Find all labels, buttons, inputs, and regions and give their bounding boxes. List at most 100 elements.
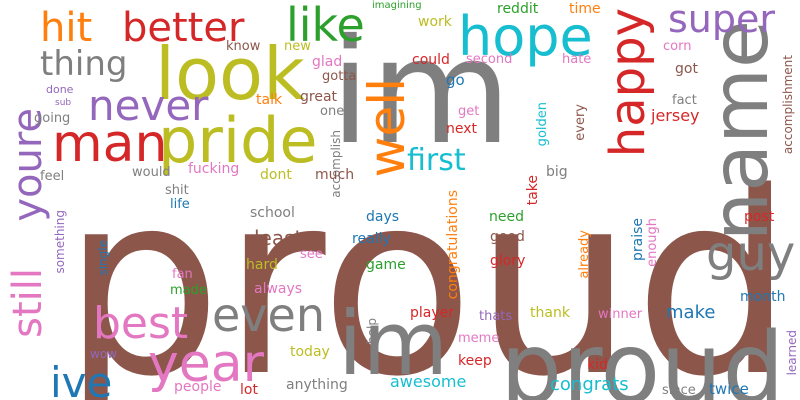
word-20: never bbox=[88, 81, 209, 130]
word-100: since bbox=[662, 383, 696, 398]
word-99: kid bbox=[587, 357, 608, 373]
word-41: second bbox=[466, 52, 513, 67]
word-24: first bbox=[407, 143, 466, 178]
word-62: feel bbox=[40, 169, 65, 184]
word-80: fan bbox=[172, 267, 193, 282]
word-86: help bbox=[365, 318, 379, 344]
word-92: meme bbox=[458, 331, 500, 346]
word-72: need bbox=[489, 209, 524, 225]
word-32: jersey bbox=[651, 106, 700, 125]
word-2: im bbox=[330, 8, 512, 177]
word-101: twice bbox=[709, 380, 749, 398]
word-65: dont bbox=[260, 167, 292, 183]
word-29: make bbox=[666, 302, 716, 323]
word-56: one bbox=[320, 104, 345, 119]
word-40: could bbox=[412, 52, 450, 68]
word-34: reddit bbox=[497, 1, 539, 17]
word-69: school bbox=[250, 205, 295, 221]
word-63: would bbox=[132, 165, 171, 180]
word-93: keep bbox=[458, 353, 492, 369]
word-43: golden bbox=[535, 102, 550, 147]
word-36: time bbox=[569, 1, 601, 17]
word-58: done bbox=[46, 83, 74, 96]
word-28: least bbox=[254, 226, 303, 250]
word-66: much bbox=[315, 167, 355, 183]
word-27: accomplishment bbox=[781, 55, 795, 155]
word-50: glad bbox=[312, 54, 343, 70]
word-17: like bbox=[286, 0, 365, 52]
word-38: got bbox=[675, 61, 698, 77]
word-9: still bbox=[5, 268, 51, 338]
word-30: congrats bbox=[550, 374, 629, 395]
word-90: month bbox=[740, 289, 786, 305]
word-84: made bbox=[170, 283, 207, 298]
word-1: proud bbox=[62, 139, 794, 400]
word-37: corn bbox=[663, 39, 692, 54]
word-85: always bbox=[254, 281, 303, 297]
word-61: accomplish bbox=[329, 130, 343, 198]
word-57: talk bbox=[256, 92, 283, 108]
word-25: thing bbox=[40, 44, 128, 84]
word-26: congratulations bbox=[445, 190, 461, 300]
word-54: imagining bbox=[372, 0, 422, 11]
word-3: proud bbox=[500, 312, 785, 400]
word-102: learned bbox=[785, 330, 799, 376]
word-22: guy bbox=[706, 226, 796, 282]
word-88: thank bbox=[530, 305, 570, 321]
word-53: new bbox=[284, 39, 311, 54]
word-77: post bbox=[744, 209, 775, 225]
word-68: life bbox=[170, 197, 190, 212]
word-52: know bbox=[226, 39, 261, 54]
word-76: enough bbox=[645, 218, 660, 267]
word-31: awesome bbox=[390, 372, 467, 391]
word-6: look bbox=[155, 32, 305, 116]
word-15: happy bbox=[600, 8, 656, 158]
word-46: get bbox=[458, 104, 480, 119]
word-48: take bbox=[525, 175, 541, 206]
word-97: lot bbox=[240, 382, 258, 398]
word-87: player bbox=[410, 305, 455, 321]
word-75: already bbox=[577, 230, 592, 279]
word-67: shit bbox=[165, 183, 189, 198]
word-42: hate bbox=[562, 52, 592, 67]
word-60: going bbox=[34, 111, 71, 126]
word-21: super bbox=[668, 0, 776, 41]
word-82: see bbox=[300, 247, 323, 262]
word-81: hard bbox=[246, 257, 278, 273]
word-14: well bbox=[358, 78, 416, 178]
word-8: year bbox=[148, 334, 265, 394]
word-79: single bbox=[96, 240, 110, 276]
word-71: really bbox=[352, 231, 391, 247]
word-59: sub bbox=[55, 98, 72, 108]
word-12: best bbox=[93, 298, 189, 349]
word-18: better bbox=[122, 5, 245, 51]
word-96: people bbox=[174, 379, 222, 395]
word-16: hope bbox=[458, 5, 593, 68]
word-74: glory bbox=[490, 253, 526, 269]
word-11: man bbox=[52, 114, 168, 174]
word-94: today bbox=[290, 344, 330, 360]
word-19: hit bbox=[40, 5, 93, 51]
word-35: work bbox=[418, 14, 452, 30]
word-78: something bbox=[53, 210, 67, 274]
word-83: game bbox=[366, 257, 406, 273]
word-64: fucking bbox=[188, 161, 240, 177]
word-70: days bbox=[366, 209, 400, 225]
word-45: next bbox=[446, 121, 478, 137]
word-47: go bbox=[446, 71, 465, 89]
word-13: even bbox=[212, 288, 325, 342]
word-7: pride bbox=[158, 104, 318, 177]
word-91: thats bbox=[479, 309, 513, 324]
word-39: fact bbox=[672, 93, 697, 108]
word-23: ive bbox=[50, 358, 113, 400]
word-55: great bbox=[300, 89, 338, 105]
word-89: winner bbox=[598, 307, 643, 322]
word-73: good bbox=[490, 229, 525, 245]
word-44: every bbox=[573, 104, 588, 141]
word-95: wow bbox=[90, 347, 117, 361]
word-98: anything bbox=[286, 377, 348, 393]
word-33: praise bbox=[630, 218, 646, 262]
word-51: gotta bbox=[322, 69, 357, 84]
word-49: big bbox=[546, 164, 568, 180]
